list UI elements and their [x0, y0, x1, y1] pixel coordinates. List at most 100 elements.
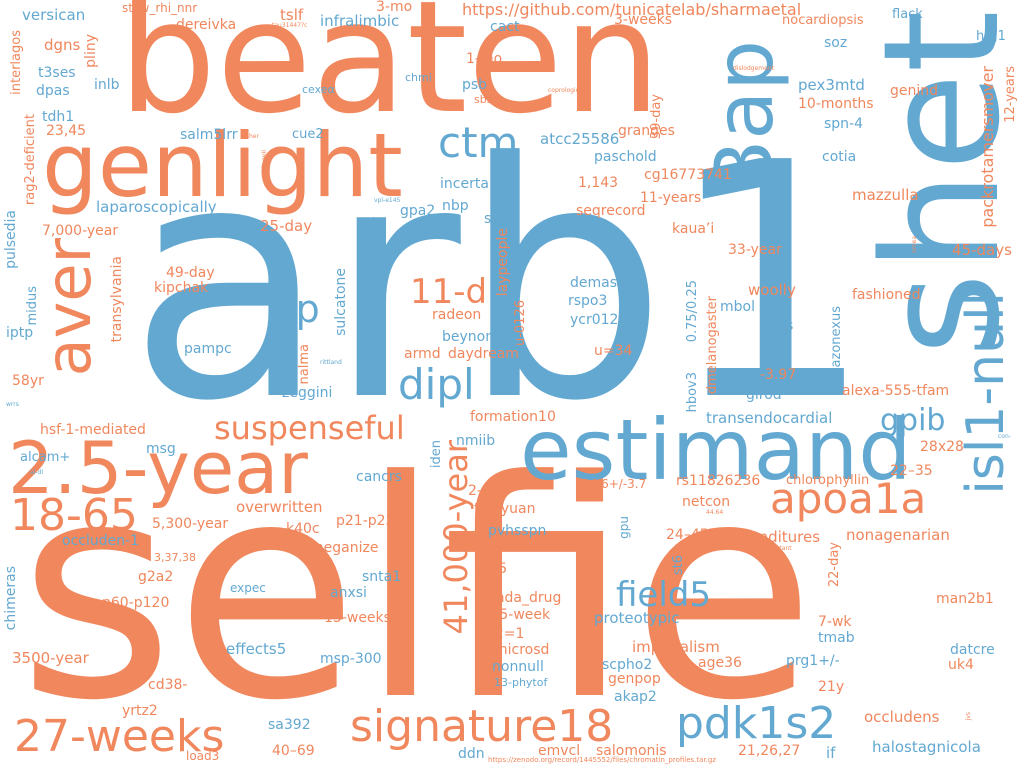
word-stcw: stcw_rhi_nnr	[122, 1, 198, 15]
word-pex3mtd: pex3mtd	[798, 76, 865, 94]
word-535: .535	[476, 561, 508, 577]
word-dgns: dgns	[44, 36, 81, 54]
word-wrrs: wrrs	[6, 401, 19, 408]
word-gpu: gpu	[617, 516, 631, 539]
word-neg-3-97: -3.97	[760, 367, 797, 383]
word-nmiib: nmiib	[456, 433, 496, 449]
word-radeon: radeon	[432, 307, 482, 323]
word-1-mo: 1-mo	[466, 51, 503, 67]
word-sono: sono	[484, 211, 518, 227]
word-spn-4: spn-4	[824, 116, 864, 132]
word-pvhsspn: pvhsspn	[488, 523, 547, 539]
word-sa392: sa392	[268, 717, 311, 733]
word-cexea: cexeα	[302, 83, 335, 96]
word-mazzulla: mazzulla	[852, 186, 919, 204]
word-meganize: meganize	[310, 540, 379, 556]
word-tmab: tmab	[818, 630, 855, 646]
word-pdk1s2: pdk1s2	[676, 698, 837, 749]
word-gpa2: gpa2	[400, 203, 436, 219]
word-ddn: ddn	[458, 746, 485, 762]
word-2-5-year: 2.5-year	[8, 426, 308, 510]
word-fona: fona	[372, 217, 386, 224]
word-zenodo-url: https://zenodo.org/record/1445552/files/…	[488, 756, 716, 764]
word-load3: load3	[186, 749, 220, 763]
word-ctm: ctm	[438, 118, 519, 167]
word-midus: midus	[25, 286, 40, 326]
word-formation10: formation10	[470, 409, 556, 425]
word-t3ses: t3ses	[38, 65, 76, 81]
word-11-d: 11-d	[410, 272, 488, 312]
word-3-37-38: 3,37,38	[154, 551, 196, 564]
word-40-69: 40–69	[272, 743, 315, 759]
word-p60-p120: p60-p120	[102, 595, 170, 611]
word-2-to-8: 2-to-8	[468, 483, 511, 499]
word-27-weeks: 27-weeks	[14, 711, 225, 762]
word-msp-300: msp-300	[320, 651, 382, 667]
word-tau: tau31447?c	[272, 22, 308, 29]
word-con: con-	[998, 433, 1011, 440]
word-11-years: 11-years	[640, 190, 702, 206]
word-salomonis: salomonis	[596, 743, 667, 759]
word-nocardiopsis: nocardiopsis	[782, 13, 864, 28]
word-iptp: iptp	[6, 325, 34, 341]
word-st6: st6	[671, 555, 686, 576]
word-halostagnicola: halostagnicola	[872, 738, 981, 756]
word-granges: granges	[618, 123, 675, 139]
word-ratio: 0.75/0.25	[685, 280, 700, 343]
word-akap2: akap2	[614, 689, 657, 705]
word-packrotamersmover: packrotamersmover	[978, 66, 997, 228]
word-chmi: chmi	[405, 71, 432, 84]
word-3500-year: 3500-year	[12, 649, 89, 667]
word-genlight: genlight	[42, 114, 403, 217]
word-33-year: 33-year	[728, 242, 782, 258]
word-alcam: alcam+	[20, 450, 71, 465]
word-seqrecord: seqrecord	[576, 203, 646, 219]
word-incerta: incerta	[440, 176, 489, 192]
word-nbp: nbp	[442, 198, 469, 214]
word-1143: 1,143	[578, 175, 619, 191]
word-kipchak: kipchak	[154, 280, 209, 296]
word-cancrs: cancrs	[356, 469, 402, 485]
word-gpib: gpib	[880, 403, 946, 438]
word-vpl: vpl-e145	[374, 197, 401, 204]
word-nonagenarian: nonagenarian	[846, 526, 950, 544]
word-msg: msg	[146, 441, 176, 457]
word-azonexus: azonexus	[829, 306, 844, 368]
word-ycr012c: ycr012c	[570, 312, 627, 328]
word-genind: genind	[890, 83, 939, 99]
word-7-wk: 7-wk	[818, 614, 852, 630]
word-overwritten: overwritten	[236, 498, 323, 516]
word-eons: eons	[760, 318, 794, 334]
word-age36: age36	[698, 655, 742, 671]
word-micropollutant: micropollutant	[748, 545, 792, 552]
word-tdh1: tdh1	[42, 109, 75, 125]
word-coprological: coprological	[548, 87, 585, 94]
word-transendocardial: transendocardial	[706, 409, 833, 427]
word-inlb: inlb	[94, 77, 120, 93]
word-al-dl: al-dl	[30, 469, 43, 476]
word-suspenseful: suspenseful	[214, 409, 405, 447]
word-daydream: daydream	[448, 346, 519, 362]
word-flack: flack	[892, 7, 923, 22]
word-stageII: stageII	[261, 150, 268, 171]
word-hrg1: hrg1	[976, 29, 1006, 44]
word-24-45: 24–45	[666, 527, 709, 543]
word-nrcea: nrcea	[911, 236, 918, 253]
word-u-34: u=34	[594, 343, 633, 359]
word-dereivka: dereivka	[176, 17, 237, 33]
word-proteotypic: proteotypic	[594, 609, 680, 627]
word-if: if	[826, 744, 836, 762]
word-23-45: 23,45	[46, 123, 87, 139]
word-anxsi: anxsi	[330, 585, 367, 601]
word-cotia: cotia	[822, 149, 857, 165]
word-u2-1: u2=1	[486, 626, 525, 642]
word-expenditures: expenditures	[722, 528, 821, 546]
word-versican: versican	[22, 6, 86, 24]
word-github-url: https://github.com/tunicatelab/sharmaeta…	[462, 0, 802, 19]
word-hsf-1-mediated: hsf-1-mediated	[40, 422, 146, 438]
word-expec: expec	[230, 581, 266, 595]
word-genpop: genpop	[608, 671, 661, 687]
word-4-5-week: 4.5-week	[486, 607, 551, 623]
word-uk4: uk4	[948, 657, 974, 673]
word-yrtz2: yrtz2	[122, 703, 158, 719]
